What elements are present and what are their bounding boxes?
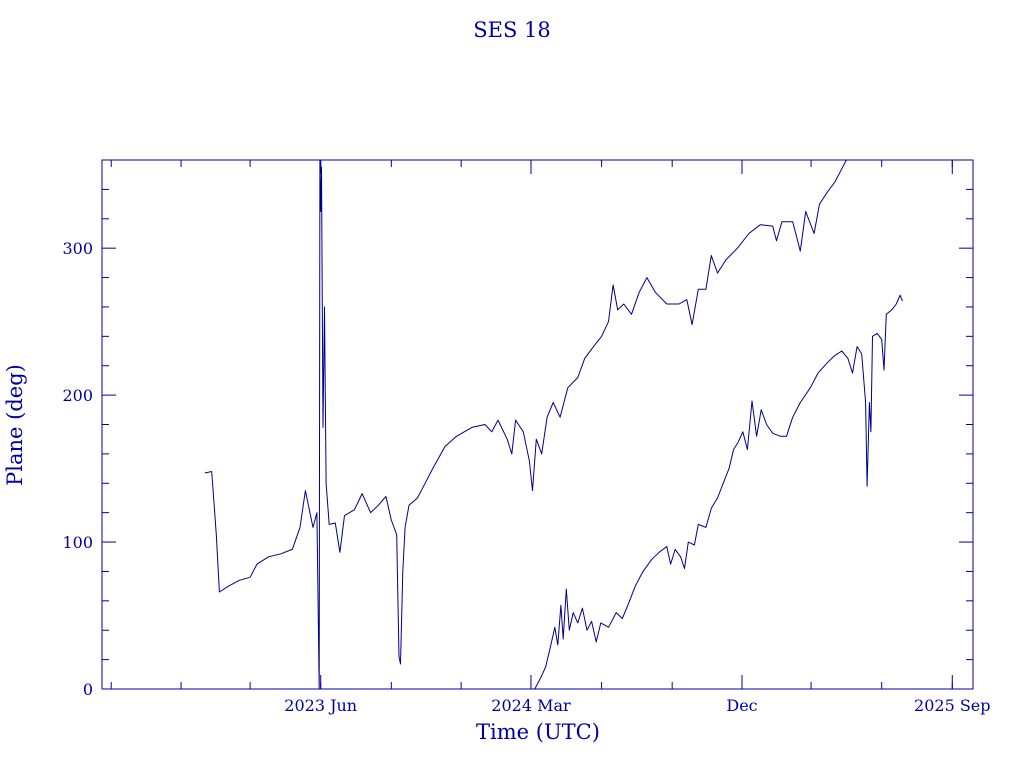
series-lines [204, 159, 903, 690]
chart-title: SES 18 [473, 18, 551, 42]
y-tick-label: 0 [83, 680, 93, 699]
x-tick-label: 2024 Mar [491, 696, 571, 715]
y-tick-label: 200 [62, 386, 93, 405]
series-line-1 [204, 159, 847, 690]
series-line-2 [534, 294, 903, 690]
x-tick-labels: 2023 Jun 2024 Mar Dec 2025 Sep [284, 696, 990, 715]
axis-ticks [102, 159, 973, 690]
x-axis-label: Time (UTC) [476, 720, 600, 744]
plot-frame [101, 159, 974, 690]
y-tick-label: 100 [62, 533, 93, 552]
y-tick-label: 300 [62, 239, 93, 258]
y-tick-labels: 0 100 200 300 [62, 239, 93, 699]
x-tick-label: 2025 Sep [914, 696, 990, 715]
y-axis-label: Plane (deg) [3, 364, 27, 486]
x-tick-label: 2023 Jun [284, 696, 357, 715]
x-tick-label: Dec [726, 696, 757, 715]
